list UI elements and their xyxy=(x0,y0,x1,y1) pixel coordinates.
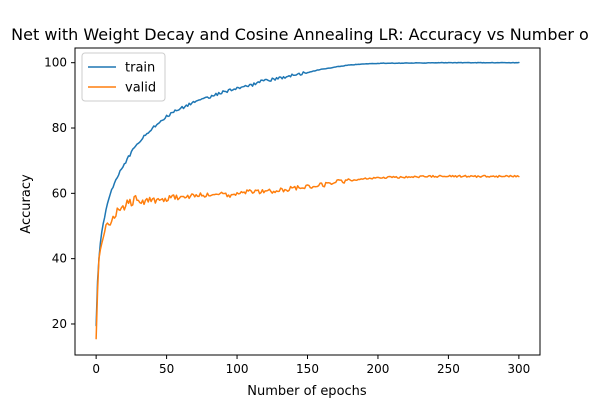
x-tick-label: 200 xyxy=(367,362,390,376)
legend-box xyxy=(81,52,166,102)
legend-label-train: train xyxy=(125,61,155,76)
x-tick-label: 100 xyxy=(226,362,249,376)
y-tick-label: 60 xyxy=(52,186,67,200)
series-line-train xyxy=(95,61,520,327)
x-tick-label: 50 xyxy=(159,362,174,376)
y-tick-label: 40 xyxy=(52,252,67,266)
plot-area xyxy=(95,61,520,340)
legend: train valid xyxy=(81,52,166,102)
x-tick-label: 300 xyxy=(507,362,530,376)
x-tick-label: 0 xyxy=(92,362,100,376)
x-axis-title: Number of epochs xyxy=(247,384,367,399)
axes: 0 50 100 150 200 250 300 20 40 60 80 100 xyxy=(44,47,541,376)
y-tick-label: 80 xyxy=(52,121,67,135)
y-axis-title: Accuracy xyxy=(19,174,34,234)
legend-label-valid: valid xyxy=(125,81,156,96)
chart-title: Net with Weight Decay and Cosine Anneali… xyxy=(11,25,589,44)
x-tick-label: 150 xyxy=(296,362,319,376)
y-tick-label: 100 xyxy=(44,56,67,70)
x-tick-label: 250 xyxy=(437,362,460,376)
y-tick-label: 20 xyxy=(52,317,67,331)
series-line-valid xyxy=(95,174,520,340)
